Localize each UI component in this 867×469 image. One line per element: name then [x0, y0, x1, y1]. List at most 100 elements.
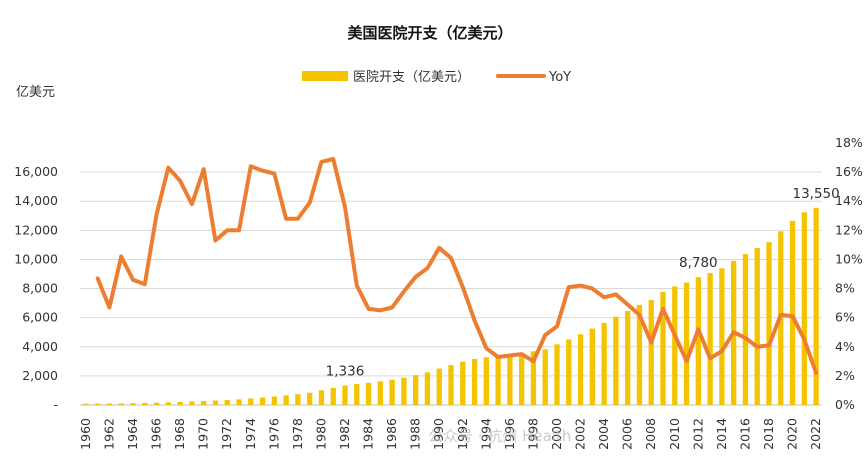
y-tick-left: 14,000 [14, 193, 58, 208]
legend-label-line: YoY [548, 70, 571, 85]
bar-2004 [601, 322, 607, 405]
bar-2012 [695, 277, 701, 405]
bar-2005 [613, 316, 619, 405]
x-tick-label: 2006 [620, 418, 635, 450]
bar-1975 [259, 397, 266, 405]
bar-1972 [224, 400, 230, 405]
bar-1970 [201, 400, 207, 405]
x-tick-label: 2002 [573, 418, 588, 450]
y-tick-left: 10,000 [14, 251, 58, 266]
x-tick-label: 1976 [266, 418, 281, 450]
y-tick-right: 2% [835, 368, 855, 383]
y-tick-left: 4,000 [22, 339, 58, 354]
x-tick-label: 2022 [808, 418, 823, 450]
legend-label-bars: 医院开支（亿美元） [353, 70, 470, 85]
x-tick-label: 1990 [431, 418, 446, 450]
bar-1996 [507, 354, 513, 405]
x-tick-label: 2020 [785, 418, 800, 450]
bar-1978 [295, 394, 301, 405]
bar-1994 [483, 357, 489, 405]
bar-2002 [577, 334, 584, 405]
bar-1984 [365, 382, 372, 405]
yoy-line [95, 157, 819, 375]
bar-1966 [153, 402, 160, 405]
bar-2010 [672, 286, 678, 405]
data-label-2012: 8,780 [679, 255, 718, 271]
bar-1974 [248, 398, 254, 405]
bar-2016 [742, 254, 749, 405]
bar-1969 [189, 401, 195, 405]
x-tick-label: 1982 [337, 418, 352, 450]
data-label-2022: 13,550 [792, 186, 839, 202]
y-tick-left: - [53, 397, 58, 412]
bar-1985 [377, 381, 383, 405]
x-tick-label: 1960 [78, 418, 93, 450]
x-tick-label: 1974 [243, 418, 258, 450]
y-ticks-right: 0% 2% 4% 6% 8% 10% 12% 14% 16% 18% [835, 135, 863, 412]
bar-2007 [636, 304, 643, 405]
x-tick-label: 2008 [643, 418, 658, 450]
y-tick-right: 10% [835, 251, 863, 266]
bar-1990 [436, 368, 442, 405]
x-tick-label: 1970 [196, 418, 211, 450]
y-tick-left: 6,000 [22, 310, 58, 325]
y-tick-left: 12,000 [14, 222, 58, 237]
bar-2022 [813, 207, 819, 405]
bar-1960 [83, 403, 89, 405]
bar-1988 [413, 375, 419, 405]
y-tick-right: 8% [835, 281, 855, 296]
bar-1963 [118, 403, 124, 405]
bar-1968 [177, 401, 183, 405]
x-tick-label: 1964 [125, 418, 140, 450]
y-tick-right: 6% [835, 310, 855, 325]
bar-1986 [389, 379, 395, 405]
x-tick-label: 2018 [761, 418, 776, 450]
bar-1993 [471, 359, 478, 405]
bar-1971 [212, 400, 219, 405]
x-ticks: 1960 1962 1964 1966 1968 1970 1972 1974 1976 1978… [78, 418, 823, 450]
bar-1981 [330, 387, 336, 405]
bar-1987 [401, 377, 407, 405]
y-tick-right: 12% [835, 222, 863, 237]
bar-1999 [542, 349, 548, 405]
bar-1992 [460, 361, 466, 405]
y-tick-left: 8,000 [22, 281, 58, 296]
bar-2009 [660, 292, 666, 405]
bar-1989 [424, 372, 431, 405]
x-tick-label: 1996 [502, 418, 517, 450]
bar-1977 [283, 395, 289, 405]
data-label-1982: 1,336 [326, 364, 365, 380]
bar-1995 [495, 355, 501, 405]
y-tick-right: 16% [835, 164, 863, 179]
bar-2020 [789, 220, 796, 405]
x-tick-label: 2010 [667, 418, 682, 450]
bar-2011 [683, 282, 690, 405]
x-tick-label: 1988 [408, 418, 423, 450]
x-tick-label: 1984 [361, 418, 376, 450]
bar-2001 [566, 339, 572, 405]
bar-1962 [106, 403, 113, 405]
chart-title: 美国医院开支（亿美元） [347, 24, 512, 42]
bar-2003 [589, 328, 595, 405]
x-tick-label: 1966 [149, 418, 164, 450]
x-tick-label: 1998 [525, 418, 540, 450]
bar-1997 [519, 352, 525, 405]
x-tick-label: 2016 [737, 418, 752, 450]
bar-1980 [318, 390, 325, 405]
y-tick-right: 14% [835, 193, 863, 208]
x-tick-label: 2000 [549, 418, 564, 450]
y-tick-right: 0% [835, 397, 855, 412]
y-tick-left: 16,000 [14, 164, 58, 179]
bar-1998 [530, 351, 537, 405]
bar-1982 [342, 385, 348, 405]
bar-2021 [801, 212, 807, 405]
x-tick-label: 2014 [714, 418, 729, 450]
bar-2013 [707, 273, 713, 405]
x-tick-label: 1986 [384, 418, 399, 450]
y-tick-right: 18% [835, 135, 863, 150]
y-tick-left: 2,000 [22, 368, 58, 383]
bar-2018 [766, 242, 772, 405]
bar-1976 [271, 396, 277, 405]
bar-2000 [554, 344, 560, 405]
x-tick-label: 1972 [219, 418, 234, 450]
